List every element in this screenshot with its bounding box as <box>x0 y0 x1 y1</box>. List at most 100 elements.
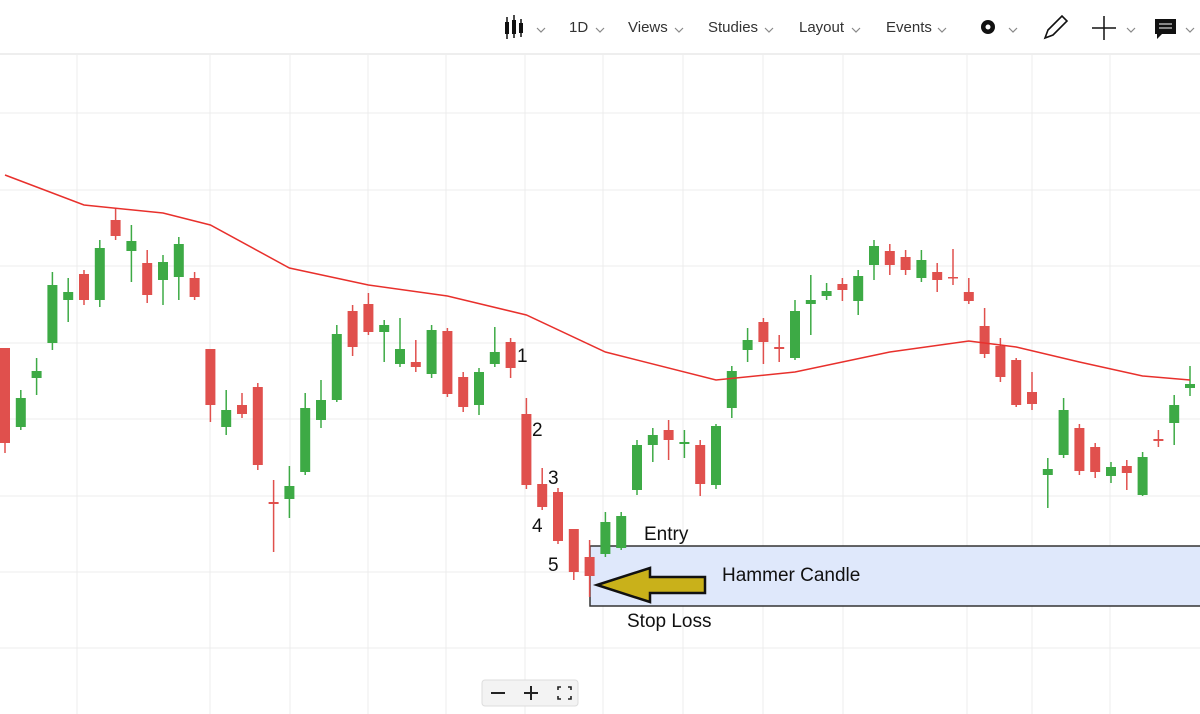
candle-body <box>774 347 785 349</box>
candle-body <box>1090 447 1101 472</box>
annotation: 3 <box>548 468 559 489</box>
toolbar-item[interactable]: Views <box>628 19 668 36</box>
crosshair-icon[interactable] <box>1092 16 1116 40</box>
annotation: Hammer Candle <box>722 565 860 586</box>
candle-body <box>616 516 627 548</box>
candle-body <box>1027 392 1037 404</box>
candle-body <box>853 276 864 301</box>
fullscreen[interactable] <box>557 686 572 700</box>
candle-body <box>647 435 658 445</box>
candle-body <box>395 349 405 364</box>
candle-body <box>584 557 595 576</box>
candle-body <box>790 311 800 358</box>
annotation: Entry <box>644 524 689 545</box>
candle-body <box>410 362 421 367</box>
candle-body <box>979 326 990 354</box>
annotations: 1 2 3 45 Entry Hammer Candle Stop Loss <box>517 346 860 632</box>
candle-icon[interactable] <box>505 15 523 39</box>
candle-body <box>158 262 168 280</box>
candle-body <box>347 311 358 347</box>
candle-body <box>600 522 611 554</box>
comment-icon[interactable] <box>1155 19 1176 39</box>
candle-body <box>442 331 453 394</box>
candle-body <box>15 398 26 427</box>
candle-body <box>205 349 216 405</box>
candle-body <box>126 241 137 251</box>
candle-body <box>237 405 247 414</box>
candle-body <box>1185 384 1195 388</box>
candle-body <box>632 445 642 490</box>
annotation: 2 <box>532 420 543 441</box>
candle-body <box>537 484 548 507</box>
settings-icon[interactable] <box>981 20 995 34</box>
candle-body <box>695 445 706 484</box>
candle-body <box>252 387 263 465</box>
draw-icon[interactable] <box>1043 14 1069 40</box>
candle-body <box>711 426 721 485</box>
candle-body <box>663 430 674 440</box>
candle-body <box>884 251 895 265</box>
annotation: 1 <box>517 346 528 367</box>
candle-body <box>1121 466 1132 473</box>
candle-body <box>79 274 89 300</box>
vertical-grid <box>76 55 1111 714</box>
candle-body <box>221 410 232 427</box>
annotation: 5 <box>548 555 559 576</box>
candle-body <box>173 244 184 277</box>
candle-body <box>489 352 500 364</box>
candle-body <box>0 348 10 443</box>
candle-body <box>331 334 342 400</box>
candle-body <box>821 291 832 296</box>
toolbar-item[interactable]: Events <box>886 19 932 36</box>
candle-body <box>110 220 121 236</box>
candle-body <box>189 278 200 297</box>
toolbar: 1D Views Studies Layout Events <box>0 14 1200 55</box>
toolbar-item[interactable]: Studies <box>708 19 758 36</box>
candle-body <box>458 377 469 407</box>
candle-body <box>963 292 974 301</box>
candle-body <box>916 260 927 278</box>
candle-body <box>932 272 943 280</box>
candle-body <box>805 300 816 304</box>
candle-body <box>31 371 42 378</box>
candle-body <box>837 284 848 290</box>
candles <box>0 174 1195 597</box>
toolbar-item[interactable]: 1D <box>569 19 588 36</box>
candle-body <box>379 325 390 332</box>
candle-body <box>63 292 74 300</box>
candle-body <box>505 342 516 368</box>
candle-body <box>300 408 311 472</box>
candle-body <box>94 248 105 300</box>
candle-body <box>284 486 295 499</box>
arrow <box>592 566 707 604</box>
candle-body <box>1106 467 1116 476</box>
toolbar-item[interactable]: Layout <box>799 19 845 36</box>
moving-average <box>4 174 1191 381</box>
candle-body <box>568 529 579 572</box>
zoom-controls <box>481 679 579 707</box>
candle-body <box>268 502 279 504</box>
candle-body <box>679 442 690 444</box>
candle-body <box>1011 360 1022 405</box>
candle-body <box>726 371 737 408</box>
candle-body <box>553 492 563 541</box>
candle-body <box>521 414 532 485</box>
candle-body <box>869 246 879 265</box>
candle-body <box>1153 439 1164 441</box>
candle-body <box>900 257 911 270</box>
candle-body <box>426 330 437 374</box>
chevrons <box>536 27 1195 33</box>
candle-body <box>948 277 958 279</box>
candle-body <box>1074 428 1085 471</box>
candle-body <box>142 263 153 295</box>
candle-body <box>1058 410 1069 455</box>
candle-body <box>316 400 326 420</box>
zoom-in[interactable] <box>524 686 538 700</box>
candle-body <box>995 346 1006 377</box>
candle-body <box>47 285 58 343</box>
candle-body <box>1169 405 1180 423</box>
candle-body <box>758 322 769 342</box>
annotation: 4 <box>532 516 543 537</box>
